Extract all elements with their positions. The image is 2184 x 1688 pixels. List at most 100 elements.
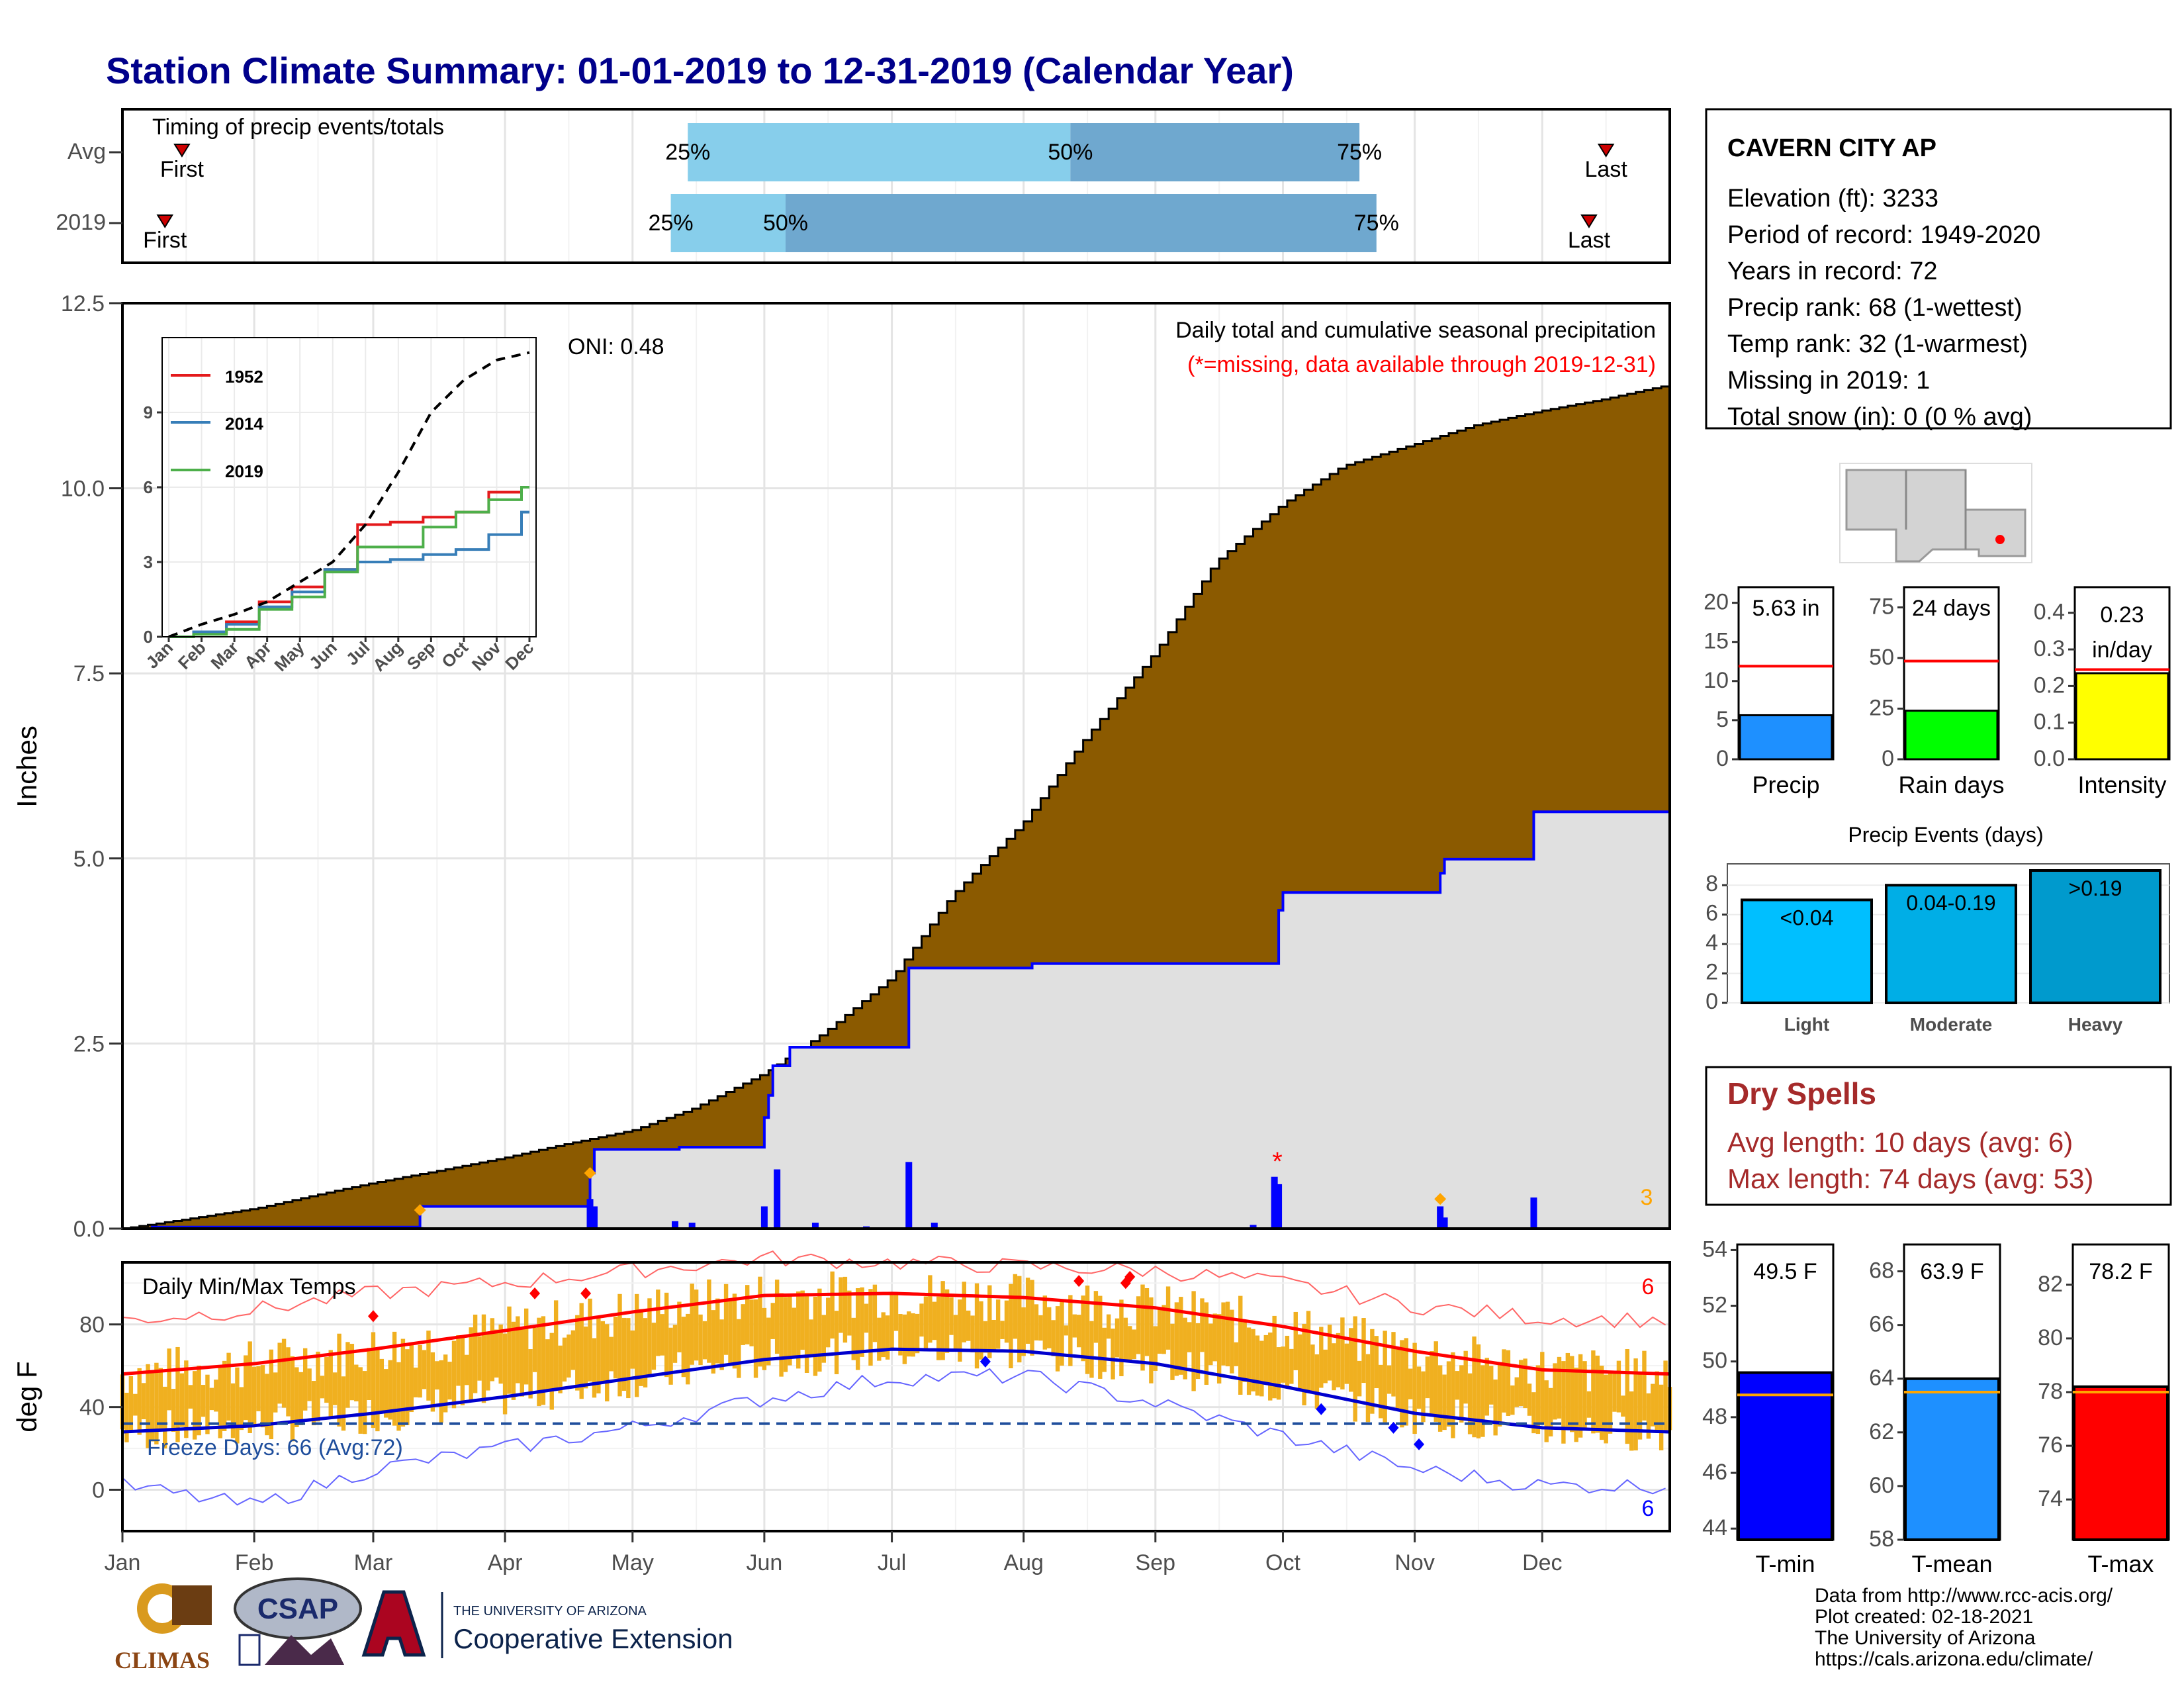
timing-title: Timing of precip events/totals (152, 115, 444, 140)
month-label: May (612, 1550, 654, 1575)
summary-ytick-label: 0.2 (2034, 673, 2065, 698)
daily-temp-bar (1170, 1323, 1175, 1380)
new-record-low-marker (1316, 1403, 1327, 1415)
footer: CLIMAS CSAP THE UNIVERSITY OF ARIZONA Co… (114, 1577, 2113, 1673)
last-event-label: Last (1568, 228, 1611, 253)
daily-temp-bar (273, 1372, 278, 1413)
precip-events-chart: Precip Events (days) 0 2 4 6 8 <0.04 Light 0.04… (1706, 823, 2170, 1035)
daily-temp-bar (1230, 1309, 1234, 1374)
daily-temp-bar (1416, 1366, 1422, 1409)
daily-temp-bar (1655, 1371, 1659, 1432)
timing-pct-label: 25% (649, 211, 694, 236)
daily-temp-bar (753, 1299, 758, 1378)
daily-temp-bar (1544, 1380, 1549, 1442)
record-low-line (122, 1368, 1666, 1506)
legend-label-1952: 1952 (225, 367, 263, 387)
last-event-marker (1580, 214, 1598, 228)
daily-temp-bar (1472, 1336, 1477, 1438)
daily-temp-bar (1259, 1340, 1264, 1397)
daily-temp-bar (796, 1291, 801, 1369)
daily-temp-bar (1518, 1360, 1524, 1407)
daily-temp-bar (498, 1324, 503, 1384)
normal-low-line (122, 1347, 1670, 1434)
daily-temp-bar (1404, 1338, 1408, 1426)
daily-temp-bar (1144, 1288, 1150, 1356)
daily-temp-bar (1085, 1286, 1090, 1374)
summary-ytick-label: 15 (1704, 629, 1729, 654)
daily-temp-bar (872, 1284, 878, 1342)
daily-temp-bar (175, 1346, 180, 1442)
daily-temp-bar (1055, 1306, 1060, 1372)
daily-temp-bar (668, 1327, 673, 1385)
daily-temp-bar (1216, 1314, 1222, 1383)
summary-bar-value: 24 days (1912, 596, 1991, 621)
daily-temp-bar (1480, 1365, 1485, 1437)
timing-bar-25-50 (670, 194, 786, 252)
daily-temp-bar (507, 1306, 512, 1394)
precip-ytick-label: 2.5 (73, 1031, 105, 1056)
record-high-count: 6 (1642, 1274, 1655, 1299)
daily-temp-bar (511, 1321, 516, 1400)
daily-temp-bar (124, 1392, 129, 1442)
daily-temp-bar (1387, 1365, 1392, 1394)
daily-temp-bar (1455, 1371, 1460, 1400)
daily-temp-bar (1412, 1342, 1417, 1434)
daily-temp-bar (770, 1303, 775, 1339)
daily-temp-bar (944, 1289, 950, 1353)
temp-summary-bar-t-min (1737, 1371, 1833, 1541)
daily-temp-bar (443, 1354, 448, 1413)
daily-temp-bar (1174, 1302, 1179, 1376)
daily-temp-bar (311, 1381, 316, 1426)
daily-temp-bar (1365, 1354, 1371, 1423)
new-record-high-marker (580, 1287, 592, 1299)
daily-temp-bar (502, 1333, 508, 1415)
daily-temp-bar (1361, 1318, 1366, 1383)
daily-temp-bar (1047, 1307, 1052, 1348)
daily-temp-bar (1357, 1360, 1362, 1397)
daily-temp-bar (158, 1368, 163, 1431)
temp-summary-ytick-label: 44 (1702, 1515, 1727, 1540)
daily-temp-bar (328, 1350, 333, 1419)
inset-month-label: Nov (468, 637, 505, 675)
daily-temp-bar (447, 1362, 452, 1400)
daily-temp-bar (813, 1296, 818, 1376)
daily-temp-bar (1349, 1328, 1353, 1392)
daily-temp-bar (949, 1297, 954, 1335)
daily-temp-bar (630, 1330, 635, 1369)
daily-temp-bar (660, 1314, 664, 1356)
daily-temp-bar (337, 1333, 341, 1427)
daily-temp-bar (672, 1325, 678, 1363)
daily-temp-bar (609, 1336, 614, 1372)
daily-temp-bar (1004, 1300, 1009, 1343)
temp-summary-ytick-label: 54 (1702, 1237, 1727, 1262)
temp-summary-ytick-label: 62 (1869, 1419, 1894, 1444)
daily-temp-bar (456, 1335, 461, 1386)
daily-temp-bar (1212, 1313, 1217, 1362)
temp-summary-ytick-label: 68 (1869, 1258, 1894, 1284)
daily-temp-bar (855, 1288, 860, 1370)
precip-event-marker (584, 1167, 596, 1180)
daily-temp-bar (664, 1292, 669, 1378)
temp-summary-ytick-label: 76 (2038, 1432, 2063, 1458)
temp-summary-ytick-label: 60 (1869, 1473, 1894, 1498)
daily-precip-bar (1441, 1217, 1448, 1229)
daily-temp-bar (1123, 1317, 1128, 1362)
daily-temp-bar (842, 1276, 848, 1343)
daily-temp-bar (1535, 1365, 1541, 1434)
daily-temp-bar (1531, 1392, 1536, 1434)
daily-temp-bar (460, 1335, 465, 1405)
daily-temp-bar (1604, 1374, 1608, 1444)
normal-high-line (122, 1291, 1670, 1376)
daily-temp-bar (621, 1317, 627, 1391)
daily-temp-bar (1540, 1352, 1545, 1425)
daily-temp-bar (758, 1276, 762, 1367)
month-label: Nov (1394, 1550, 1434, 1575)
new-record-low-marker (1388, 1421, 1399, 1434)
first-event-marker (173, 144, 191, 158)
daily-temp-bar (928, 1275, 933, 1343)
daily-temp-bar (465, 1354, 469, 1385)
daily-temp-bar (567, 1335, 571, 1378)
daily-temp-bar (396, 1362, 401, 1431)
daily-precip-bar (1530, 1197, 1537, 1229)
temp-summary-ytick-label: 78 (2038, 1379, 2063, 1404)
